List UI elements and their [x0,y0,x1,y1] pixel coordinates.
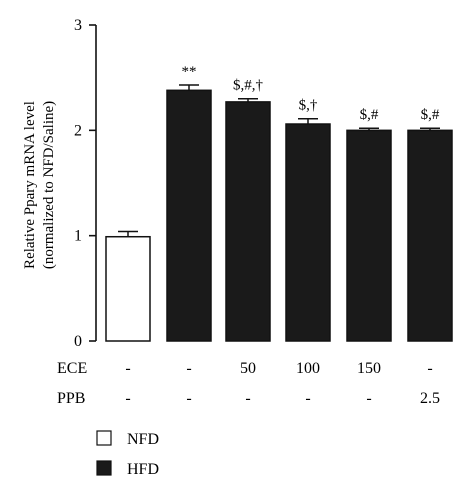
significance-annotation: $,† [299,98,318,114]
ece-value: - [186,360,191,377]
bar [225,101,271,342]
ppb-value: 2.5 [420,390,440,407]
ece-value: - [125,360,130,377]
ece-row-label: ECE [57,360,87,377]
significance-annotation: ** [182,64,197,80]
ece-value: - [427,360,432,377]
ppb-value: - [125,390,130,407]
significance-annotation: $,# [360,107,379,123]
y-axis-title-line1: Relative Ppary mRNA level [22,101,38,269]
ece-value: 150 [357,360,381,377]
significance-annotation: $,#,† [233,78,264,94]
legend-swatch [96,460,112,476]
ppb-value: - [305,390,310,407]
ece-value: 100 [296,360,320,377]
ece-value: 50 [240,360,256,377]
ppb-value: - [245,390,250,407]
y-tick-label: 0 [74,333,82,350]
legend-label: HFD [127,461,159,478]
bar [346,129,392,342]
y-tick-label: 1 [74,228,82,245]
bar [407,129,453,342]
ppb-row-label: PPB [57,390,85,407]
legend-label: NFD [127,431,159,448]
y-tick-label: 2 [74,122,82,139]
bar [166,89,212,342]
ppb-value: - [186,390,191,407]
significance-annotation: $,# [421,107,440,123]
bar [285,123,331,342]
y-tick-label: 3 [74,17,82,34]
bar [105,235,151,342]
legend-swatch [96,430,112,446]
ppb-value: - [366,390,371,407]
y-axis-title-line2: (normalized to NFD/Saline) [41,101,57,269]
